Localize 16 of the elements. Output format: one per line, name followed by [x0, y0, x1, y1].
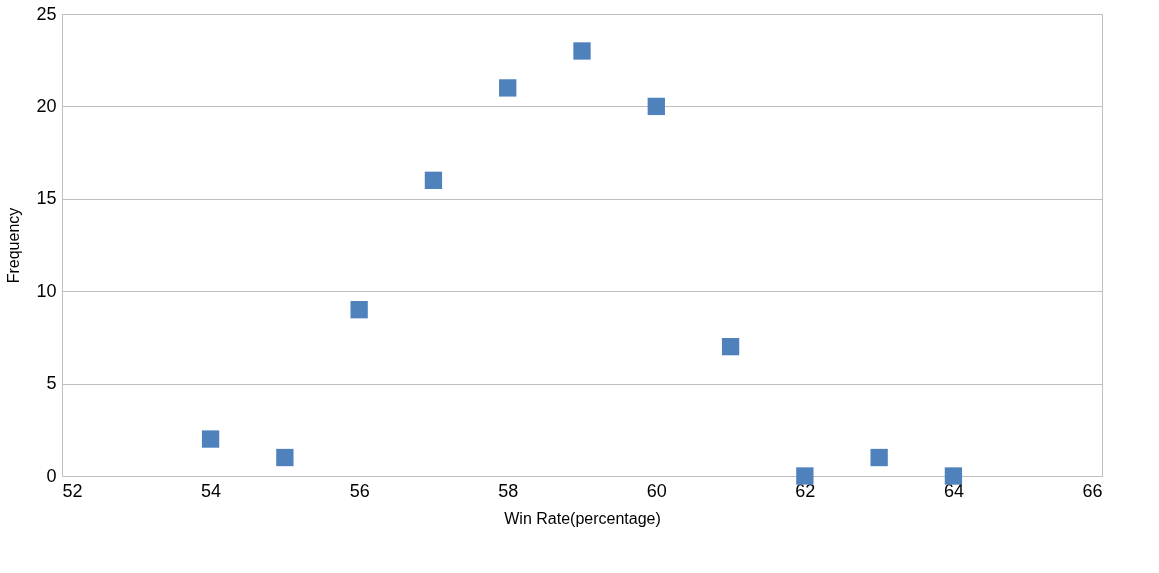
y-axis-title: Frequency	[5, 207, 23, 284]
x-tick-label: 60	[646, 480, 667, 501]
y-tick-label: 0	[46, 465, 57, 486]
x-tick-label: 52	[62, 480, 83, 501]
y-tick-label: 20	[36, 95, 57, 116]
y-tick-label: 25	[36, 3, 57, 24]
x-tick-label: 56	[349, 480, 370, 501]
y-tick-label: 5	[46, 373, 57, 394]
y-tick-label: 15	[36, 188, 57, 209]
y-tick-label: 10	[36, 280, 57, 301]
x-tick-label: 64	[943, 480, 964, 501]
x-tick-label: 62	[795, 480, 816, 501]
x-tick-label: 54	[201, 480, 222, 501]
x-axis-title: Win Rate(percentage)	[504, 509, 661, 527]
x-tick-label: 58	[498, 480, 519, 501]
x-tick-label: 66	[1082, 480, 1103, 501]
